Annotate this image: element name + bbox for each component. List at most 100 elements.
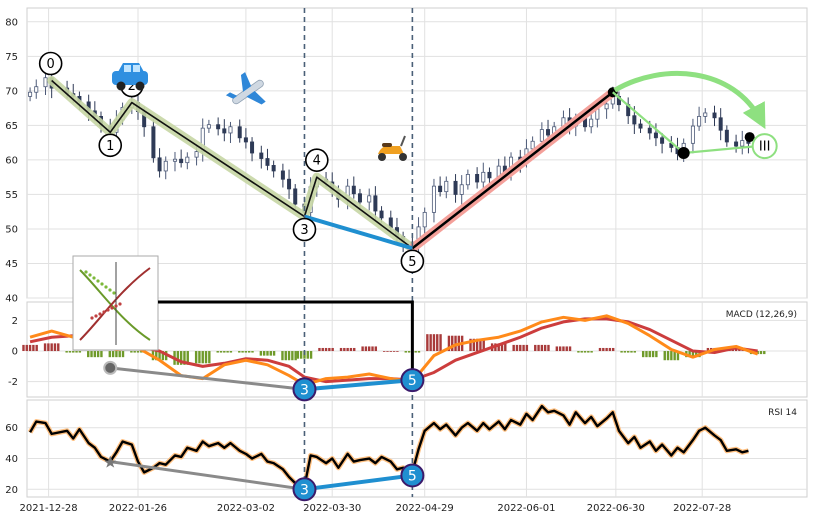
macd-histogram-bar xyxy=(568,346,572,352)
candle-body xyxy=(34,86,39,93)
price-y-tick-label: 70 xyxy=(5,86,18,97)
price-y-tick-label: 45 xyxy=(5,259,18,270)
car-wheel xyxy=(135,81,145,91)
macd-histogram-bar xyxy=(763,351,766,355)
wave-label: 5 xyxy=(408,255,416,270)
thumbnail-dot xyxy=(108,288,112,292)
rsi-divergence-label-circle xyxy=(292,477,317,502)
candle-body xyxy=(530,140,535,150)
candle-body xyxy=(653,132,658,139)
candle-body xyxy=(604,103,609,110)
macd-histogram-bar xyxy=(343,347,346,352)
macd-line xyxy=(29,314,759,387)
thumbnail-dot xyxy=(112,291,116,295)
macd-histogram-bar xyxy=(497,343,500,352)
macd-histogram-bar xyxy=(547,344,550,352)
candle-body xyxy=(589,118,594,128)
candle-body xyxy=(287,178,292,190)
candle-body xyxy=(647,127,652,134)
car-window xyxy=(124,65,131,72)
macd-divergence-start-dot xyxy=(103,360,118,375)
rsi-legend: RSI 14 xyxy=(768,408,797,418)
macd-histogram-bar xyxy=(515,344,519,352)
wave-label-circle xyxy=(305,148,329,172)
rsi-y-tick-label: 20 xyxy=(5,485,18,496)
candle-body xyxy=(250,141,255,154)
macd-divergence-label: 3 xyxy=(300,382,309,398)
projection-arrow xyxy=(613,71,766,130)
macd-histogram-bar xyxy=(364,346,368,352)
macd-histogram-bar xyxy=(605,347,608,352)
macd-histogram-bar xyxy=(238,351,241,353)
thumbnail-dot xyxy=(96,279,100,283)
crossing-lines-thumbnail-icon xyxy=(72,255,159,351)
candle-body xyxy=(157,157,162,172)
macd-histogram-bar xyxy=(537,344,540,352)
macd-histogram-bar xyxy=(602,347,605,352)
rsi-divergence-start-star xyxy=(104,455,117,468)
candle-body xyxy=(632,115,637,125)
macd-histogram-bar xyxy=(259,351,263,356)
candle-body xyxy=(453,180,458,195)
candle-body xyxy=(481,171,486,183)
macd-histogram-bar xyxy=(386,351,389,352)
macd-histogram-bar xyxy=(47,343,50,352)
macd-histogram-bar xyxy=(623,351,627,353)
scooter-handle xyxy=(400,135,406,147)
macd-histogram-bar xyxy=(630,351,633,353)
macd-histogram-bar xyxy=(504,343,507,352)
macd-histogram-bar xyxy=(500,343,504,352)
macd-histogram-bar xyxy=(407,351,411,353)
projection-dot-b xyxy=(744,132,755,143)
macd-histogram-bar xyxy=(620,351,623,353)
macd-histogram-bar xyxy=(194,351,198,364)
macd-histogram-bar xyxy=(321,347,324,352)
wave-label: 1 xyxy=(106,139,114,154)
rsi-y-tick-label: 60 xyxy=(5,423,18,434)
macd-histogram-bar xyxy=(475,338,479,352)
candle-body xyxy=(222,128,227,134)
macd-histogram-bar xyxy=(346,347,349,352)
wave-line xyxy=(51,79,413,249)
macd-histogram-bar xyxy=(281,351,284,361)
price-y-tick-label: 60 xyxy=(5,155,18,166)
macd-histogram-bar xyxy=(371,346,374,352)
macd-histogram-bar xyxy=(50,343,53,352)
wave-label: 3 xyxy=(300,223,308,238)
macd-histogram-bar xyxy=(284,351,287,361)
candle-body xyxy=(546,129,551,136)
thumbnail-dot xyxy=(104,285,108,289)
candle-body xyxy=(243,137,248,143)
macd-histogram-bar xyxy=(558,346,562,352)
macd-histogram-bar xyxy=(96,351,100,358)
macd-histogram-bar xyxy=(368,346,371,352)
macd-histogram-bar xyxy=(133,351,136,353)
macd-histogram-bar xyxy=(108,351,112,358)
macd-histogram-bar xyxy=(519,344,522,352)
macd-histogram-bar xyxy=(100,351,103,358)
candle-body xyxy=(734,141,739,147)
airplane-wing xyxy=(246,91,266,105)
rsi-blue-divergence-line xyxy=(304,473,413,492)
x-tick-label: 2022-07-28 xyxy=(673,503,731,514)
scooter-icon xyxy=(378,135,407,161)
macd-histogram-bar xyxy=(78,351,82,353)
wave-label-circle xyxy=(292,217,317,242)
candle-body xyxy=(194,151,199,158)
macd-histogram-bar xyxy=(296,351,300,359)
rsi-line xyxy=(29,404,749,488)
rsi-gray-divergence-line xyxy=(110,460,305,491)
macd-histogram-bar xyxy=(392,351,396,352)
projection-end-circle xyxy=(751,133,778,160)
macd-histogram-bar xyxy=(186,351,189,365)
x-tick-label: 2022-04-29 xyxy=(396,503,454,514)
scooter-wheel xyxy=(378,153,386,161)
macd-blue-divergence-line xyxy=(304,378,413,392)
macd-histogram-bar xyxy=(361,346,364,352)
macd-histogram-bar xyxy=(429,334,432,352)
candle-body xyxy=(265,158,270,166)
macd-histogram-bar xyxy=(272,351,276,356)
macd-histogram-bar xyxy=(738,349,741,352)
macd-histogram-bar xyxy=(241,351,244,353)
macd-histogram-bar xyxy=(349,347,353,352)
